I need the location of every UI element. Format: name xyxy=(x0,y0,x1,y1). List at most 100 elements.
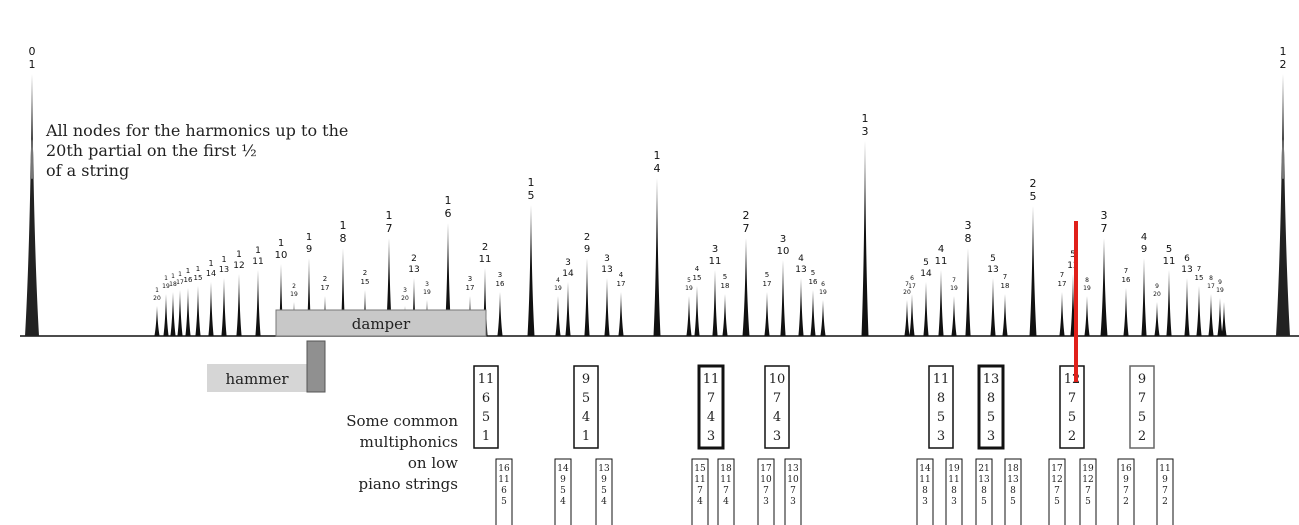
node-label-4-19: 419 xyxy=(554,277,562,292)
node-numerator: 3 xyxy=(468,275,472,283)
node-peak-highlight xyxy=(1281,139,1285,179)
small-box-number: 7 xyxy=(697,486,703,496)
box-number: 2 xyxy=(1068,429,1076,444)
node-label-1-20: 120 xyxy=(153,287,161,302)
node-denominator: 20 xyxy=(903,289,911,296)
node-denominator: 15 xyxy=(361,278,370,286)
box-number: 4 xyxy=(582,410,590,425)
node-label-4-9: 49 xyxy=(1141,232,1147,255)
node-peak-5-16 xyxy=(810,290,816,336)
title: All nodes for the harmonics up to the 20… xyxy=(46,121,348,181)
node-peak-4-13 xyxy=(798,278,804,336)
node-numerator: 3 xyxy=(604,254,610,264)
node-label-3-20: 320 xyxy=(401,287,409,302)
multiphonic-box-2: 9 5 4 1 xyxy=(573,365,599,449)
node-numerator: 3 xyxy=(565,258,571,268)
node-peak-3-13 xyxy=(604,278,610,336)
node-label-5-18: 518 xyxy=(721,273,730,290)
node-label-5-14: 514 xyxy=(920,258,932,279)
node-denominator: 15 xyxy=(693,274,702,282)
node-denominator: 20 xyxy=(1153,291,1161,298)
node-numerator: 7 xyxy=(952,277,956,284)
node-numerator: 2 xyxy=(292,283,296,290)
node-label-2-19: 219 xyxy=(290,283,298,298)
small-box-frame xyxy=(916,458,934,525)
small-box-number: 8 xyxy=(951,486,957,496)
node-label-4-11: 411 xyxy=(935,244,948,267)
small-box-number: 11 xyxy=(498,475,509,485)
node-label-7-16: 716 xyxy=(1122,267,1131,284)
small-box-frame xyxy=(495,458,513,525)
small-box-frame xyxy=(1048,458,1066,525)
small-box-frame xyxy=(1079,458,1097,525)
damper-label: damper xyxy=(352,315,411,333)
node-label-2-9: 29 xyxy=(584,232,590,255)
small-box-number: 10 xyxy=(760,475,772,485)
node-denominator: 11 xyxy=(252,257,263,267)
node-peak-6-19 xyxy=(820,300,826,336)
node-denominator: 14 xyxy=(562,269,574,279)
node-peak-1-6 xyxy=(444,223,452,336)
node-numerator: 5 xyxy=(1070,250,1076,260)
node-denominator: 11 xyxy=(1163,256,1176,267)
box-number: 11 xyxy=(703,372,720,387)
node-label-4-13: 413 xyxy=(795,254,806,275)
node-denominator: 8 xyxy=(340,232,347,245)
node-peak-highlight xyxy=(30,139,34,179)
hammer-head xyxy=(306,340,326,393)
box-number: 11 xyxy=(933,372,950,387)
node-peak-4-19 xyxy=(555,296,561,336)
node-label-1-6: 16 xyxy=(445,194,452,220)
small-box-number: 9 xyxy=(1123,475,1129,485)
box-number: 1 xyxy=(582,429,590,444)
title-line-2: 20th partial on the first ½ xyxy=(46,141,257,160)
multiphonic-box-4: 10 7 4 3 xyxy=(764,365,790,449)
node-label-1-8: 18 xyxy=(340,219,347,245)
multiphonic-box-3: 11 7 4 3 xyxy=(697,364,725,450)
node-numerator: 4 xyxy=(619,271,624,279)
box-number: 4 xyxy=(707,410,715,425)
node-label-3-19: 319 xyxy=(423,281,431,296)
box-number: 9 xyxy=(582,372,590,387)
node-label-3-14: 314 xyxy=(562,258,574,279)
box-number: 5 xyxy=(582,391,590,406)
node-peak-7-20 xyxy=(904,300,910,336)
box-frame xyxy=(473,365,499,449)
damper-block xyxy=(275,309,487,337)
box-number: 6 xyxy=(482,391,490,406)
small-box-number: 7 xyxy=(723,486,729,496)
small-box-frame xyxy=(595,458,613,525)
node-denominator: 13 xyxy=(601,265,612,275)
caption-line-2: multiphonics xyxy=(359,433,458,451)
node-denominator: 19 xyxy=(1216,287,1224,294)
small-box-number: 5 xyxy=(1010,497,1016,507)
node-numerator: 1 xyxy=(340,219,347,232)
small-box-number: 4 xyxy=(697,497,703,507)
box-number: 5 xyxy=(482,410,490,425)
small-box-frame xyxy=(717,458,735,525)
node-numerator: 3 xyxy=(780,234,786,245)
node-label-2-5: 25 xyxy=(1030,177,1037,203)
small-box-number: 11 xyxy=(1159,464,1170,474)
node-label-1-16: 116 xyxy=(184,267,193,284)
node-numerator: 3 xyxy=(498,271,502,279)
node-denominator: 12 xyxy=(1067,261,1078,271)
small-box-number: 13 xyxy=(787,464,799,474)
small-box-number: 5 xyxy=(501,497,507,507)
box-number: 5 xyxy=(1068,410,1076,425)
node-peaks xyxy=(25,74,1290,336)
node-label-7-15: 715 xyxy=(1195,265,1204,282)
small-box-number: 5 xyxy=(601,486,607,496)
node-peak-3-7 xyxy=(1100,238,1108,336)
node-label-2-15: 215 xyxy=(361,269,370,286)
node-peak-1-16 xyxy=(185,288,191,336)
node-peak-4-9 xyxy=(1141,258,1147,336)
small-box-number: 13 xyxy=(978,475,990,485)
small-box-number: 16 xyxy=(1120,464,1132,474)
node-denominator: 17 xyxy=(176,279,184,286)
node-peak-2-9 xyxy=(584,258,590,336)
node-numerator: 2 xyxy=(1030,177,1037,190)
